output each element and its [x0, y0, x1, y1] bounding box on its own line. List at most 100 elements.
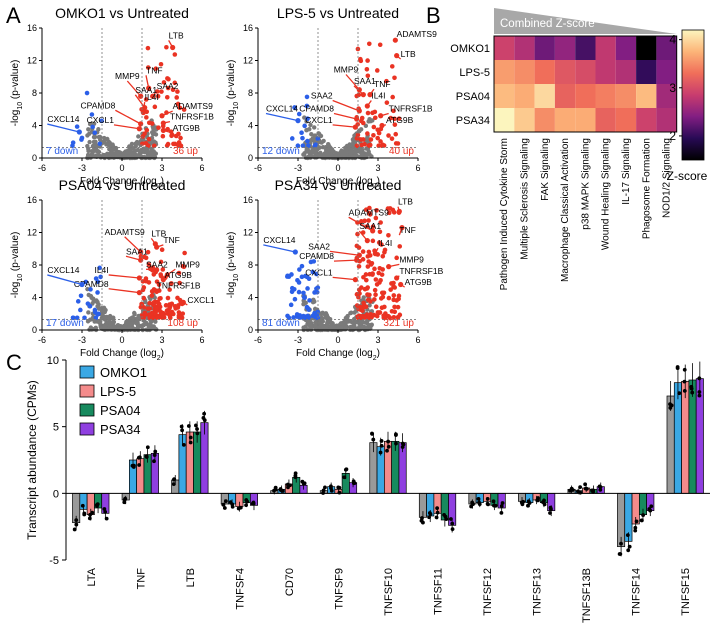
- up-point: [361, 274, 366, 280]
- x-category-label: LTB: [185, 568, 197, 587]
- heatmap-column-label: Multiple Sclerosis Signaling: [519, 138, 530, 260]
- x-tick-label: 3: [375, 335, 380, 345]
- x-axis-label: Fold Change (log2): [80, 348, 164, 362]
- down-point: [315, 136, 321, 142]
- colorbar-label: Z-score: [667, 169, 708, 183]
- volcano-plot-psa34: PSA34 vs Untreated LTB ADAMTS9 TNF SAA1 IL4I S…: [226, 177, 444, 362]
- y-tick-label: 12: [243, 56, 253, 66]
- replicate-dot: [394, 432, 398, 437]
- down-point: [286, 315, 292, 321]
- replicate-dot: [153, 449, 158, 454]
- ns-point: [107, 151, 113, 157]
- gene-point: [154, 244, 160, 250]
- up-point: [389, 64, 395, 69]
- gene-label: CPAMD8: [299, 251, 334, 261]
- up-point: [392, 285, 398, 290]
- ns-point: [111, 320, 116, 326]
- down-count: 7 down: [46, 146, 78, 157]
- y-tick-label: 4: [32, 293, 37, 303]
- x-tick-label: -3: [78, 335, 86, 345]
- ns-point: [316, 131, 321, 136]
- replicate-dot: [329, 484, 333, 489]
- ns-point: [345, 315, 350, 320]
- y-tick-label: 0: [32, 325, 37, 335]
- down-point: [299, 263, 305, 269]
- up-point: [165, 295, 171, 301]
- up-point: [181, 264, 187, 270]
- replicate-dot: [542, 498, 546, 503]
- down-point: [70, 140, 76, 145]
- ns-point: [309, 150, 315, 155]
- volcano-title: PSA04 vs Untreated: [59, 177, 186, 193]
- up-point: [143, 255, 149, 261]
- up-point: [396, 116, 402, 121]
- down-point: [310, 269, 316, 275]
- up-point: [149, 311, 154, 317]
- up-point: [360, 249, 366, 254]
- down-point: [300, 143, 306, 149]
- heatmap-cell: [514, 60, 535, 84]
- y-tick-label: 12: [243, 228, 253, 238]
- down-point: [305, 138, 310, 144]
- up-point: [372, 109, 378, 115]
- up-point: [155, 315, 160, 320]
- ns-point: [313, 320, 318, 325]
- up-point: [365, 73, 371, 79]
- down-point: [70, 315, 76, 321]
- ns-point: [99, 309, 105, 314]
- down-point: [305, 313, 310, 319]
- legend-swatch: [79, 403, 95, 417]
- down-point: [315, 309, 320, 315]
- up-point: [363, 207, 369, 212]
- y-tick-label: 0: [248, 153, 253, 163]
- ns-point: [312, 306, 318, 312]
- x-tick-label: 0: [335, 335, 340, 345]
- replicate-dot: [499, 504, 504, 508]
- replicate-dot: [201, 416, 206, 420]
- down-point: [313, 142, 318, 147]
- leader-line: [124, 236, 142, 253]
- down-point: [92, 130, 98, 135]
- up-point: [365, 58, 370, 63]
- ns-point: [132, 310, 137, 316]
- heatmap-cell: [534, 108, 555, 132]
- up-point: [176, 313, 182, 318]
- replicate-dot: [130, 463, 135, 468]
- replicate-dot: [122, 497, 127, 502]
- gene-label: SAA2: [311, 91, 333, 101]
- replicate-dot: [80, 503, 85, 508]
- ns-point: [110, 147, 115, 152]
- gene-label: IL4I: [145, 92, 159, 102]
- gene-label: CXCL14: [47, 265, 79, 275]
- heatmap-column-label: Phagosome Formation: [641, 138, 652, 239]
- replicate-dot: [597, 484, 602, 489]
- gene-label: SAA2: [146, 259, 168, 269]
- y-tick-label: 0: [32, 153, 37, 163]
- heatmap-column-label: NOD1/2 Signaling: [662, 138, 673, 218]
- x-category-label: TNF: [135, 568, 147, 590]
- up-point: [140, 141, 145, 146]
- leader-line: [348, 216, 373, 232]
- zscore-wedge: [494, 8, 677, 34]
- x-tick-label: -6: [38, 163, 46, 173]
- up-count: 108 up: [167, 318, 198, 329]
- y-tick-label: 16: [243, 195, 253, 205]
- y-tick-label: 10: [47, 355, 59, 367]
- replicate-dot: [697, 393, 702, 398]
- up-point: [360, 137, 366, 142]
- up-point: [380, 253, 386, 259]
- leader-line: [353, 85, 364, 96]
- up-point: [395, 304, 401, 310]
- down-point: [75, 299, 81, 304]
- gene-label: MMP9: [175, 259, 200, 269]
- up-point: [366, 218, 371, 223]
- ns-point: [119, 326, 124, 331]
- down-point: [304, 94, 310, 100]
- y-axis-label: -log10 (p-value): [10, 60, 24, 127]
- up-point: [144, 115, 149, 120]
- replicate-dot: [682, 388, 687, 393]
- ns-point: [88, 152, 94, 158]
- y-tick-label: 8: [32, 88, 37, 98]
- replicate-dot: [144, 454, 149, 459]
